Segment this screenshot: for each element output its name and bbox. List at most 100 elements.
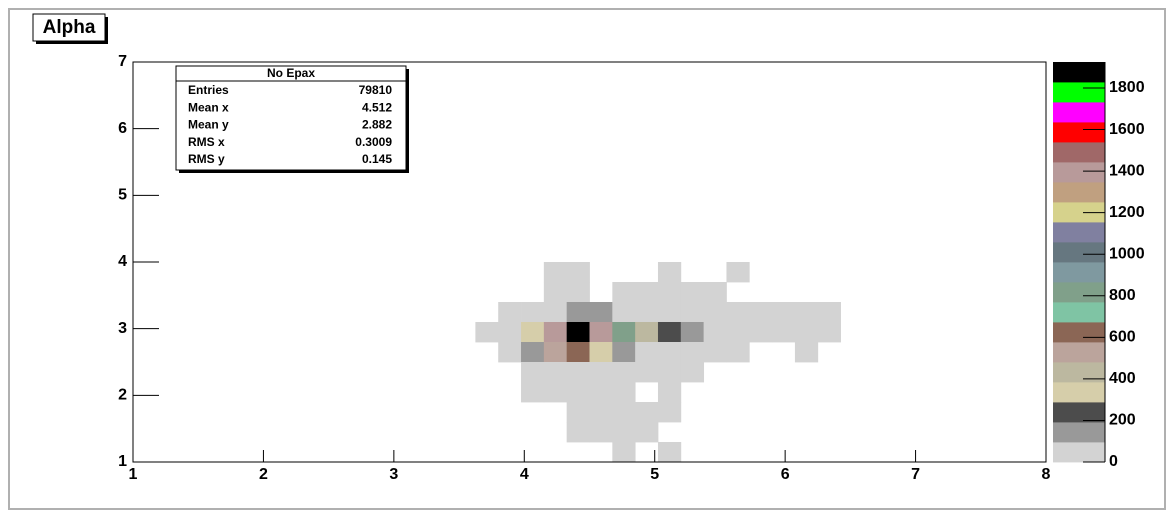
z-tick-label: 1200 xyxy=(1109,204,1145,221)
palette-box xyxy=(1053,142,1105,163)
cell xyxy=(680,342,705,363)
cell xyxy=(566,282,590,303)
z-tick-label: 1000 xyxy=(1109,245,1145,262)
palette-box xyxy=(1053,82,1105,103)
x-tick-label: 8 xyxy=(1042,466,1051,483)
z-tick-label: 1400 xyxy=(1109,162,1145,179)
cell xyxy=(817,322,841,343)
x-tick-label: 4 xyxy=(520,466,529,483)
x-tick-label: 3 xyxy=(389,466,398,483)
cell xyxy=(589,322,613,343)
palette-box xyxy=(1053,382,1105,403)
cells xyxy=(475,262,841,463)
cell xyxy=(680,282,705,303)
cell xyxy=(498,322,522,343)
cell xyxy=(794,322,819,343)
stats-box: No Epax Entries 79810 Mean x 4.512 Mean y 2.8… xyxy=(175,65,409,173)
cell xyxy=(589,402,613,423)
y-tick-label: 4 xyxy=(118,253,127,270)
x-tick-label: 7 xyxy=(911,466,920,483)
cell xyxy=(635,282,659,303)
y-tick-label: 2 xyxy=(118,387,127,404)
x-tick-label: 1 xyxy=(129,466,138,483)
cell xyxy=(794,302,819,323)
cell xyxy=(772,302,796,323)
palette-box xyxy=(1053,162,1105,183)
stats-label: Mean y xyxy=(188,118,229,132)
palette-box xyxy=(1053,442,1105,463)
palette-box xyxy=(1053,222,1105,243)
stats-frame xyxy=(175,65,407,171)
palette-box xyxy=(1053,402,1105,423)
cell xyxy=(772,322,796,343)
palette-box xyxy=(1053,262,1105,283)
cell xyxy=(726,302,750,323)
cell xyxy=(657,382,682,403)
cell xyxy=(612,362,636,383)
cell xyxy=(566,342,590,363)
cell xyxy=(521,342,545,363)
palette-box xyxy=(1053,122,1105,143)
palette-box xyxy=(1053,102,1105,123)
cell xyxy=(589,342,613,363)
cell xyxy=(612,322,636,343)
y-tick-label: 6 xyxy=(118,120,127,137)
cell xyxy=(635,362,659,383)
cell xyxy=(566,262,590,283)
cell xyxy=(680,322,705,343)
cell xyxy=(657,362,682,383)
z-tick-label: 0 xyxy=(1109,453,1118,470)
cell xyxy=(566,322,590,343)
cell xyxy=(589,422,613,443)
cell xyxy=(498,342,522,363)
cell xyxy=(635,322,659,343)
cell xyxy=(657,282,682,303)
x-tick-label: 5 xyxy=(650,466,659,483)
palette-box xyxy=(1053,322,1105,343)
cell xyxy=(543,342,568,363)
cell xyxy=(543,382,568,403)
cell xyxy=(612,442,636,463)
cell xyxy=(817,302,841,323)
z-tick-label: 600 xyxy=(1109,329,1136,346)
stats-label: Entries xyxy=(188,83,229,97)
chart-title: Alpha xyxy=(43,17,96,38)
axes: 1 2 3 4 5 6 7 8 1 2 3 4 5 6 7 0 200 400 600 800 1000 1200 1400… xyxy=(118,53,1145,483)
cell xyxy=(680,362,705,383)
z-tick-label: 200 xyxy=(1109,412,1136,429)
y-tick-label: 1 xyxy=(118,453,127,470)
cell xyxy=(612,422,636,443)
cell xyxy=(635,342,659,363)
cell xyxy=(635,422,659,443)
stats-label: RMS y xyxy=(188,152,225,166)
title-box xyxy=(32,13,106,42)
cell xyxy=(589,362,613,383)
cell xyxy=(703,342,727,363)
cell xyxy=(521,322,545,343)
cell xyxy=(566,402,590,423)
cell xyxy=(612,402,636,423)
cell xyxy=(635,302,659,323)
cell xyxy=(657,402,682,423)
cell xyxy=(703,282,727,303)
palette-box xyxy=(1053,182,1105,203)
cell xyxy=(749,322,773,343)
cell xyxy=(794,342,819,363)
palette-box xyxy=(1053,342,1105,363)
z-tick-label: 400 xyxy=(1109,370,1136,387)
stats-label: Mean x xyxy=(188,100,229,114)
cell xyxy=(749,302,773,323)
palette-box xyxy=(1053,282,1105,303)
cell xyxy=(543,262,568,283)
y-tick-label: 3 xyxy=(118,320,127,337)
palette-box xyxy=(1053,302,1105,323)
cell xyxy=(475,322,499,343)
cell xyxy=(566,362,590,383)
cell xyxy=(657,342,682,363)
cell xyxy=(543,282,568,303)
stats-value: 79810 xyxy=(359,83,393,97)
cell xyxy=(521,302,545,323)
stats-title: No Epax xyxy=(267,66,315,80)
y-tick-label: 7 xyxy=(118,53,127,70)
palette-box xyxy=(1053,62,1105,83)
